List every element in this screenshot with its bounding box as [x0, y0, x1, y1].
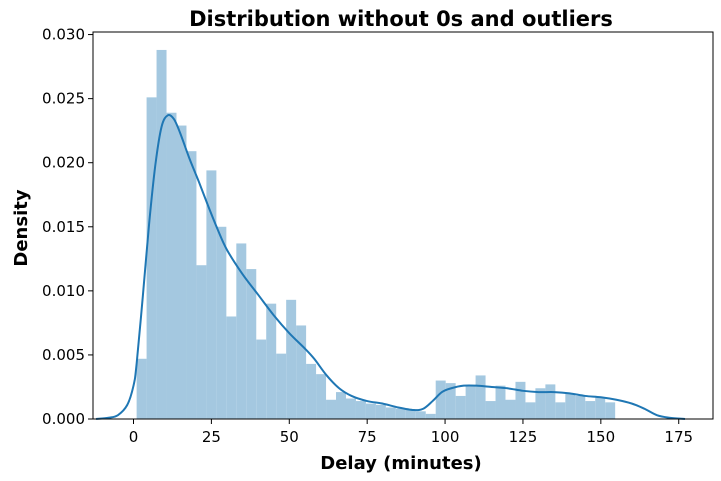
histogram-bar — [256, 339, 267, 419]
histogram-bar — [555, 402, 566, 419]
x-tick-label: 75 — [358, 428, 377, 446]
histogram-bar — [425, 413, 436, 419]
histogram-bar — [236, 243, 247, 419]
x-tick-label: 150 — [587, 428, 616, 446]
histogram-bar — [565, 393, 576, 419]
y-tick-label: 0.000 — [42, 410, 85, 428]
histogram-bar — [385, 407, 396, 419]
x-axis-title: Delay (minutes) — [320, 453, 481, 474]
x-tick-label: 100 — [431, 428, 460, 446]
histogram-bar — [316, 374, 327, 419]
y-tick-label: 0.020 — [42, 154, 85, 172]
histogram-bar — [226, 316, 237, 419]
x-tick-label: 0 — [129, 428, 139, 446]
histogram-bar — [455, 395, 466, 419]
histogram-bar — [246, 269, 257, 419]
y-tick-label: 0.010 — [42, 282, 85, 300]
histogram-bar — [465, 385, 476, 419]
x-axis-ticks: 0 25 50 75 100 125 150 175 — [129, 419, 693, 446]
y-tick-label: 0.025 — [42, 90, 85, 108]
y-axis-title: Density — [11, 189, 32, 266]
histogram-bar — [345, 398, 356, 419]
histogram-bar — [435, 380, 446, 419]
histogram-bars — [136, 49, 616, 420]
histogram-bar — [186, 151, 197, 420]
histogram-bar — [505, 399, 516, 419]
x-tick-label: 50 — [280, 428, 299, 446]
histogram-bar — [395, 408, 406, 419]
x-tick-label: 175 — [664, 428, 693, 446]
histogram-bar — [495, 385, 506, 419]
x-tick-label: 25 — [202, 428, 221, 446]
x-tick-label: 125 — [509, 428, 538, 446]
histogram-bar — [445, 383, 456, 419]
histogram-bar — [146, 97, 157, 419]
histogram-bar — [365, 403, 376, 419]
kde-line — [96, 113, 686, 420]
chart-title: Distribution without 0s and outliers — [189, 7, 613, 31]
histogram-bar — [326, 399, 337, 419]
histogram-bar — [276, 353, 287, 419]
histogram-bar — [575, 395, 586, 419]
histogram-bar — [216, 226, 227, 419]
y-axis-ticks: 0.000 0.005 0.010 0.015 0.020 0.025 0.030 — [42, 26, 93, 428]
histogram-bar — [585, 401, 596, 419]
histogram-bar — [605, 402, 616, 419]
histogram-bar — [196, 265, 207, 419]
histogram-bar — [405, 410, 416, 419]
histogram-bar — [286, 299, 297, 419]
histogram-bar — [136, 358, 147, 419]
histogram-bar — [595, 397, 606, 419]
histogram-bar — [206, 170, 217, 419]
kde-curve-group — [96, 113, 686, 420]
histogram-bar — [415, 411, 426, 419]
histogram-bar — [545, 384, 556, 419]
y-tick-label: 0.030 — [42, 26, 85, 44]
histogram-bar — [475, 375, 486, 419]
y-tick-label: 0.005 — [42, 346, 85, 364]
histogram-bar — [336, 392, 346, 419]
histogram-bar — [515, 381, 526, 419]
y-tick-label: 0.015 — [42, 218, 85, 236]
histogram-bar — [296, 325, 307, 419]
histogram-bar — [355, 401, 366, 419]
histogram-bar — [156, 49, 167, 419]
histogram-bar — [176, 125, 187, 419]
histogram-bar — [525, 402, 536, 419]
histogram-bar — [375, 404, 386, 419]
histogram-bar — [485, 401, 496, 419]
histogram-bar — [266, 303, 277, 419]
histogram-bar — [306, 363, 317, 419]
plot-frame — [92, 31, 714, 420]
histogram-bar — [166, 112, 177, 420]
histogram-bar — [535, 388, 546, 419]
